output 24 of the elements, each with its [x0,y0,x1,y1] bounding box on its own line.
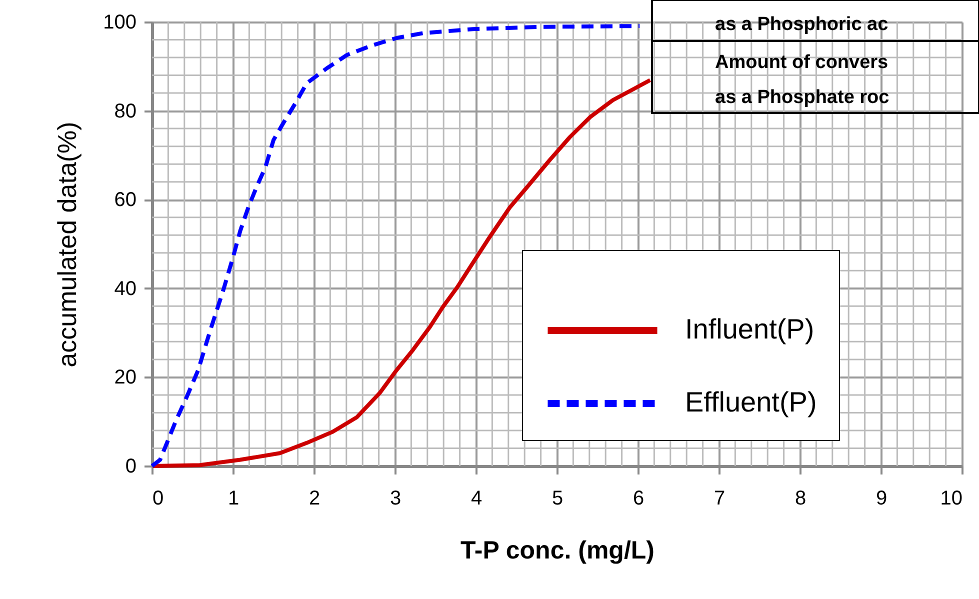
x-tick-label: 10 [940,488,962,510]
annotation: Amount of convers [715,52,888,73]
x-tick-label: 7 [714,488,726,510]
y-tick-label: 20 [114,366,136,389]
x-tick-label: 8 [794,488,806,510]
x-tick-label: 5 [552,488,564,510]
y-tick-label: 100 [103,12,136,34]
y-tick-label: 60 [114,189,136,212]
y-axis-title: accumulated data(%) [52,122,82,368]
x-tick-label: 0 [152,488,164,510]
annotation: as a Phosphoric ac [715,14,889,35]
x-tick-label: 6 [632,488,644,510]
x-tick-label: 4 [470,488,482,510]
x-tick-label: 1 [228,488,240,510]
y-tick-label: 40 [114,278,136,300]
y-tick-label: 0 [125,456,136,478]
x-axis-title: T-P conc. (mg/L) [460,536,654,564]
x-tick-label: 3 [390,488,402,510]
legend-label: Effluent(P) [685,386,817,418]
y-tick-label: 80 [114,100,136,122]
annotation: as a Phosphate roc [715,87,890,108]
x-tick-label: 9 [876,488,888,510]
x-tick-label: 2 [308,488,320,510]
legend-label: Influent(P) [685,314,814,344]
